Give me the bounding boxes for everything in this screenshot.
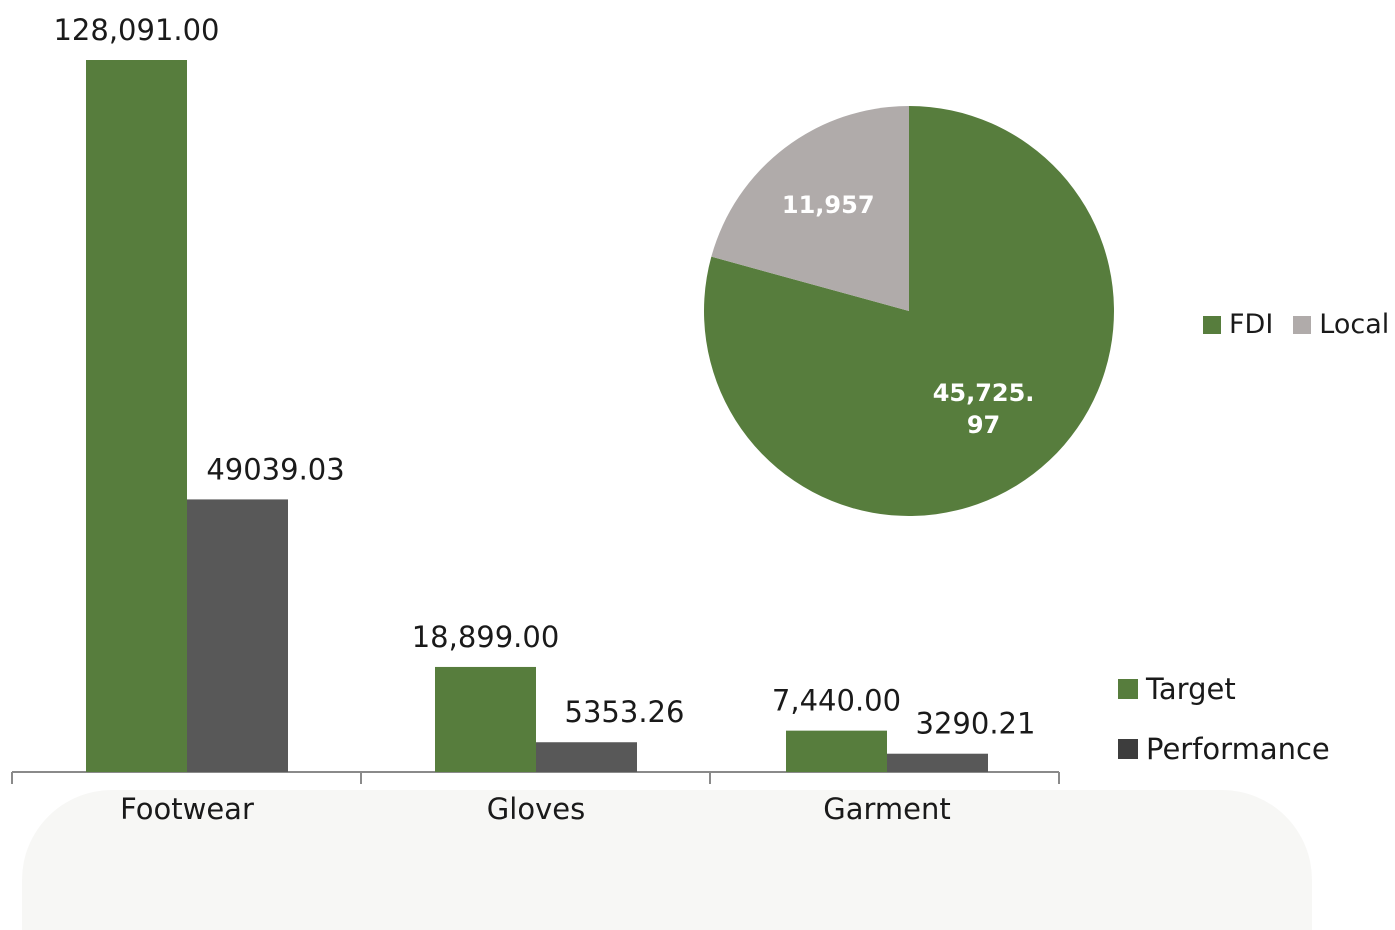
data-label: 18,899.00 <box>412 620 560 654</box>
pie-legend: FDI Local <box>1203 309 1389 340</box>
legend-label-performance: Performance <box>1146 732 1330 766</box>
pie-slice-fdi <box>703 106 1114 516</box>
chart-canvas: 128,091.00 49039.03 Footwear 18,899.00 5353.… <box>11 13 1114 826</box>
legend-swatch-fdi <box>1203 315 1221 334</box>
x-tick-label: Garment <box>823 792 951 826</box>
pie-slice-local <box>711 106 909 311</box>
legend-label-fdi: FDI <box>1229 309 1274 340</box>
bar-chart: 128,091.00 49039.03 Footwear 18,899.00 5353.… <box>11 13 1060 826</box>
pie-chart: 45,725. 97 11,957 <box>703 106 1114 516</box>
bar-performance-garment <box>887 753 988 772</box>
pie-label-line: 97 <box>967 411 1000 439</box>
legend-label-local: Local <box>1319 309 1390 340</box>
data-label: 7,440.00 <box>772 684 901 718</box>
legend-item-fdi: FDI <box>1203 309 1273 340</box>
bar-target-gloves <box>435 666 536 772</box>
pie-label: 45,725. 97 <box>933 379 1035 439</box>
data-label: 49039.03 <box>206 452 344 486</box>
x-tick-label: Gloves <box>487 792 585 826</box>
legend-swatch-performance <box>1118 739 1138 759</box>
legend-label-target: Target <box>1146 672 1236 706</box>
data-label: 5353.26 <box>565 695 685 729</box>
data-label: 3290.21 <box>916 707 1036 741</box>
legend-item-performance: Performance <box>1118 732 1330 766</box>
legend-swatch-local <box>1293 315 1312 334</box>
legend-item-target: Target <box>1118 672 1236 706</box>
bar-performance-footwear <box>187 499 288 772</box>
pie-label-line: 45,725. <box>933 379 1035 407</box>
legend-swatch-target <box>1118 679 1138 699</box>
bar-performance-gloves <box>536 742 637 772</box>
data-label: 128,091.00 <box>53 13 219 47</box>
bar-target-garment <box>786 730 887 772</box>
x-tick-label: Footwear <box>120 792 254 826</box>
legend-item-local: Local <box>1293 309 1389 340</box>
pie-label: 11,957 <box>782 191 875 219</box>
pie-label-line: 11,957 <box>782 191 875 219</box>
bar-target-footwear <box>86 60 187 772</box>
